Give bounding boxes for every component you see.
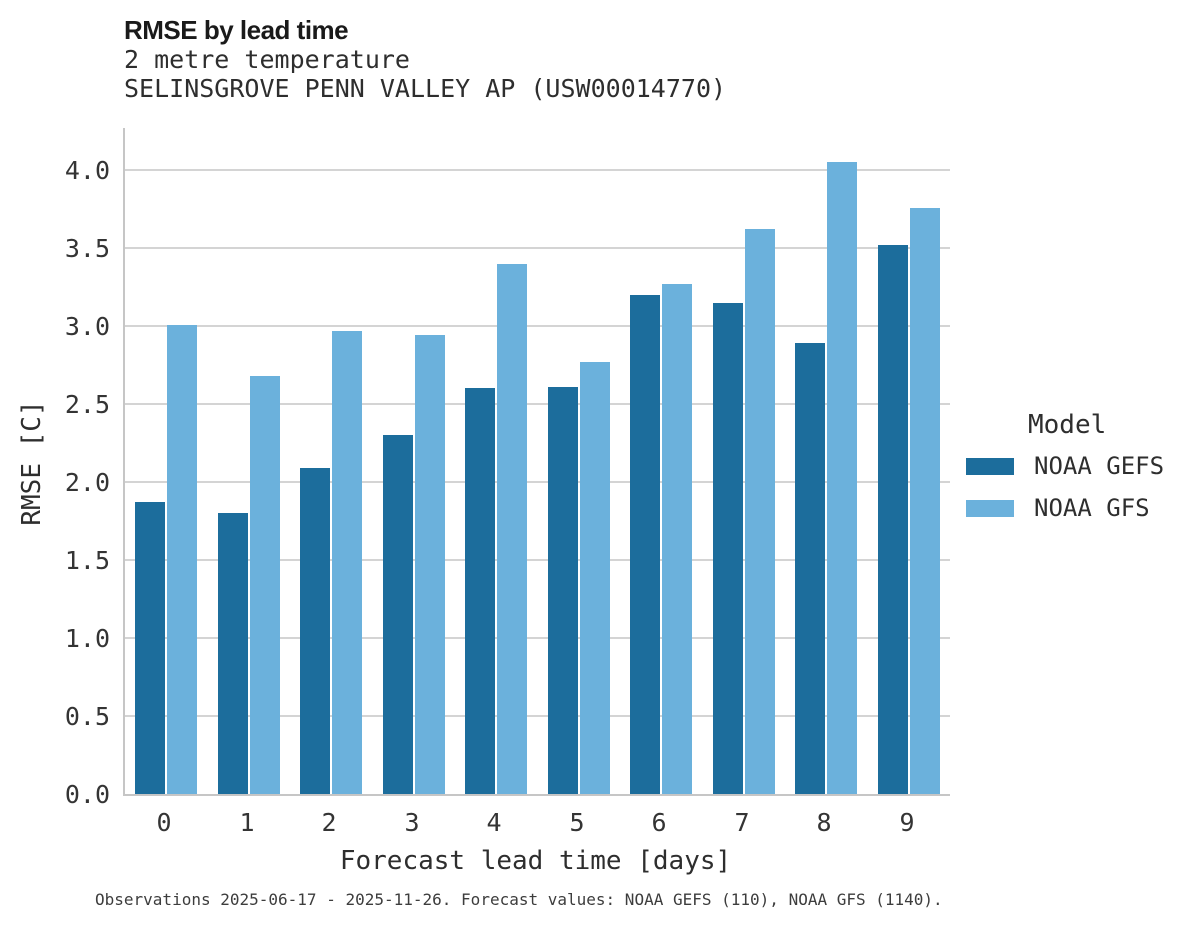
bar-noaa-gfs-lead-2 (332, 331, 362, 794)
gridline-2.0 (125, 481, 950, 484)
bar-noaa-gefs-lead-4 (465, 388, 495, 794)
plot-area (123, 128, 950, 796)
y-tick-label-3.0: 3.0 (64, 312, 110, 342)
bar-noaa-gefs-lead-1 (218, 513, 248, 794)
x-tick-label-8: 8 (816, 808, 832, 837)
bar-noaa-gfs-lead-6 (662, 284, 692, 794)
y-tick-label-2.0: 2.0 (64, 468, 110, 498)
bar-noaa-gefs-lead-0 (135, 502, 165, 794)
legend-swatch-icon (966, 457, 1014, 475)
bar-noaa-gefs-lead-2 (300, 468, 330, 794)
chart-header: RMSE by lead time 2 metre temperature SE… (124, 16, 726, 104)
bar-noaa-gfs-lead-0 (167, 325, 197, 794)
y-tick-label-0.0: 0.0 (64, 780, 110, 809)
bar-noaa-gefs-lead-6 (630, 295, 660, 794)
legend-title: Model (1028, 410, 1107, 440)
gridline-1.5 (125, 559, 950, 562)
bar-noaa-gfs-lead-4 (497, 264, 527, 794)
bar-noaa-gfs-lead-5 (580, 362, 610, 794)
x-axis-label: Forecast lead time [days] (339, 846, 732, 876)
x-tick-label-9: 9 (899, 808, 915, 837)
legend-item-noaa-gfs: NOAA GFS (966, 494, 1186, 522)
legend-item-label: NOAA GFS (1034, 494, 1150, 522)
x-tick-label-2: 2 (321, 808, 337, 837)
legend: Model NOAA GEFS NOAA GFS (966, 410, 1186, 536)
chart-subtitle-variable: 2 metre temperature (124, 44, 410, 74)
x-tick-label-4: 4 (486, 808, 502, 837)
gridline-1.0 (125, 637, 950, 640)
gridline-2.5 (125, 403, 950, 406)
bar-noaa-gfs-lead-8 (827, 162, 857, 794)
y-tick-label-1.5: 1.5 (64, 546, 110, 576)
x-tick-label-3: 3 (404, 808, 420, 837)
bar-noaa-gefs-lead-7 (713, 303, 743, 794)
gridline-3.5 (125, 247, 950, 250)
footer-note: Observations 2025-06-17 - 2025-11-26. Fo… (95, 890, 943, 909)
y-tick-label-4.0: 4.0 (64, 156, 110, 186)
bar-noaa-gfs-lead-7 (745, 229, 775, 794)
x-tick-label-5: 5 (569, 808, 585, 837)
bar-noaa-gefs-lead-8 (795, 343, 825, 794)
gridline-4.0 (125, 169, 950, 172)
x-tick-label-7: 7 (734, 808, 750, 837)
bar-noaa-gefs-lead-5 (548, 387, 578, 794)
y-tick-label-1.0: 1.0 (64, 624, 110, 654)
y-tick-label-3.5: 3.5 (64, 234, 110, 264)
x-tick-label-0: 0 (156, 808, 172, 837)
gridline-0.5 (125, 715, 950, 717)
y-tick-label-0.5: 0.5 (64, 702, 110, 731)
legend-item-noaa-gefs: NOAA GEFS (966, 452, 1186, 480)
bar-noaa-gfs-lead-3 (415, 335, 445, 794)
bar-noaa-gefs-lead-3 (383, 435, 413, 794)
y-tick-label-2.5: 2.5 (64, 390, 110, 420)
x-tick-label-1: 1 (239, 808, 255, 837)
legend-swatch-icon (966, 499, 1014, 517)
legend-item-label: NOAA GEFS (1034, 452, 1165, 480)
bar-noaa-gfs-lead-1 (250, 376, 280, 794)
bar-noaa-gfs-lead-9 (910, 208, 940, 794)
x-tick-label-6: 6 (651, 808, 667, 837)
chart-subtitle-station: SELINSGROVE PENN VALLEY AP (USW00014770) (124, 74, 727, 104)
chart-title: RMSE by lead time (124, 15, 349, 45)
gridline-3.0 (125, 325, 950, 328)
bar-noaa-gefs-lead-9 (878, 245, 908, 794)
